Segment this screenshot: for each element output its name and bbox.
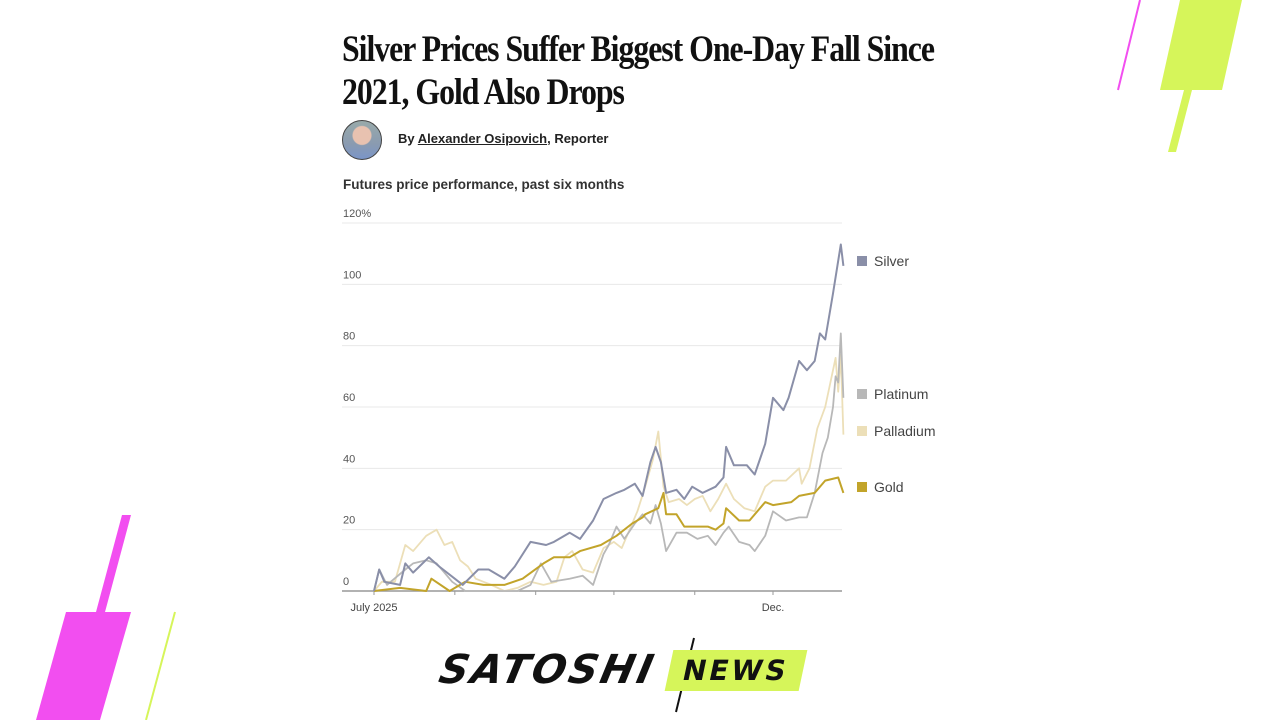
legend-label: Palladium: [874, 423, 936, 439]
y-tick-label: 40: [343, 453, 355, 465]
logo-satoshi: SATOSHI: [435, 647, 661, 693]
legend-label: Gold: [874, 479, 904, 495]
author-link[interactable]: Alexander Osipovich: [417, 131, 548, 146]
y-tick-label: 0: [343, 576, 349, 588]
y-tick-label: 60: [343, 392, 355, 404]
legend-label: Platinum: [874, 386, 929, 402]
byline: By Alexander Osipovich, Reporter: [398, 131, 609, 146]
series-line-silver: [373, 243, 845, 592]
y-tick-label: 100: [343, 269, 361, 281]
legend-gold: Gold: [857, 479, 904, 495]
lime-slash-top-thin: [1168, 90, 1192, 152]
series-line-palladium: [373, 353, 845, 592]
y-tick-label: 80: [343, 331, 355, 343]
magenta-slash-thin: [96, 515, 131, 612]
magenta-line-top: [1117, 0, 1141, 91]
headline: Silver Prices Suffer Biggest One-Day Fal…: [342, 29, 935, 113]
legend-platinum: Platinum: [857, 386, 928, 402]
lime-slash-top: [1160, 0, 1242, 90]
logo-news: NEWS: [665, 649, 808, 691]
byline-by: By: [398, 131, 415, 146]
series-line-gold: [373, 476, 845, 592]
author-avatar[interactable]: [342, 120, 382, 160]
y-tick-label: 120%: [343, 208, 371, 220]
satoshi-news-logo: SATOSHI NEWS: [435, 640, 808, 700]
legend-swatch: [857, 482, 867, 492]
legend-silver: Silver: [857, 253, 909, 269]
x-tick-label: Dec.: [762, 602, 785, 614]
legend-swatch: [857, 389, 867, 399]
lime-line-bottom: [145, 611, 176, 720]
x-tick-label: July 2025: [350, 602, 397, 614]
legend-swatch: [857, 256, 867, 266]
y-tick-label: 20: [343, 515, 355, 527]
legend-palladium: Palladium: [857, 423, 935, 439]
legend-swatch: [857, 426, 867, 436]
legend-label: Silver: [874, 253, 910, 269]
series-line-platinum: [373, 332, 845, 592]
chart-title: Futures price performance, past six mont…: [343, 177, 625, 192]
magenta-slash-bottom: [36, 612, 131, 720]
author-role: , Reporter: [547, 131, 609, 146]
